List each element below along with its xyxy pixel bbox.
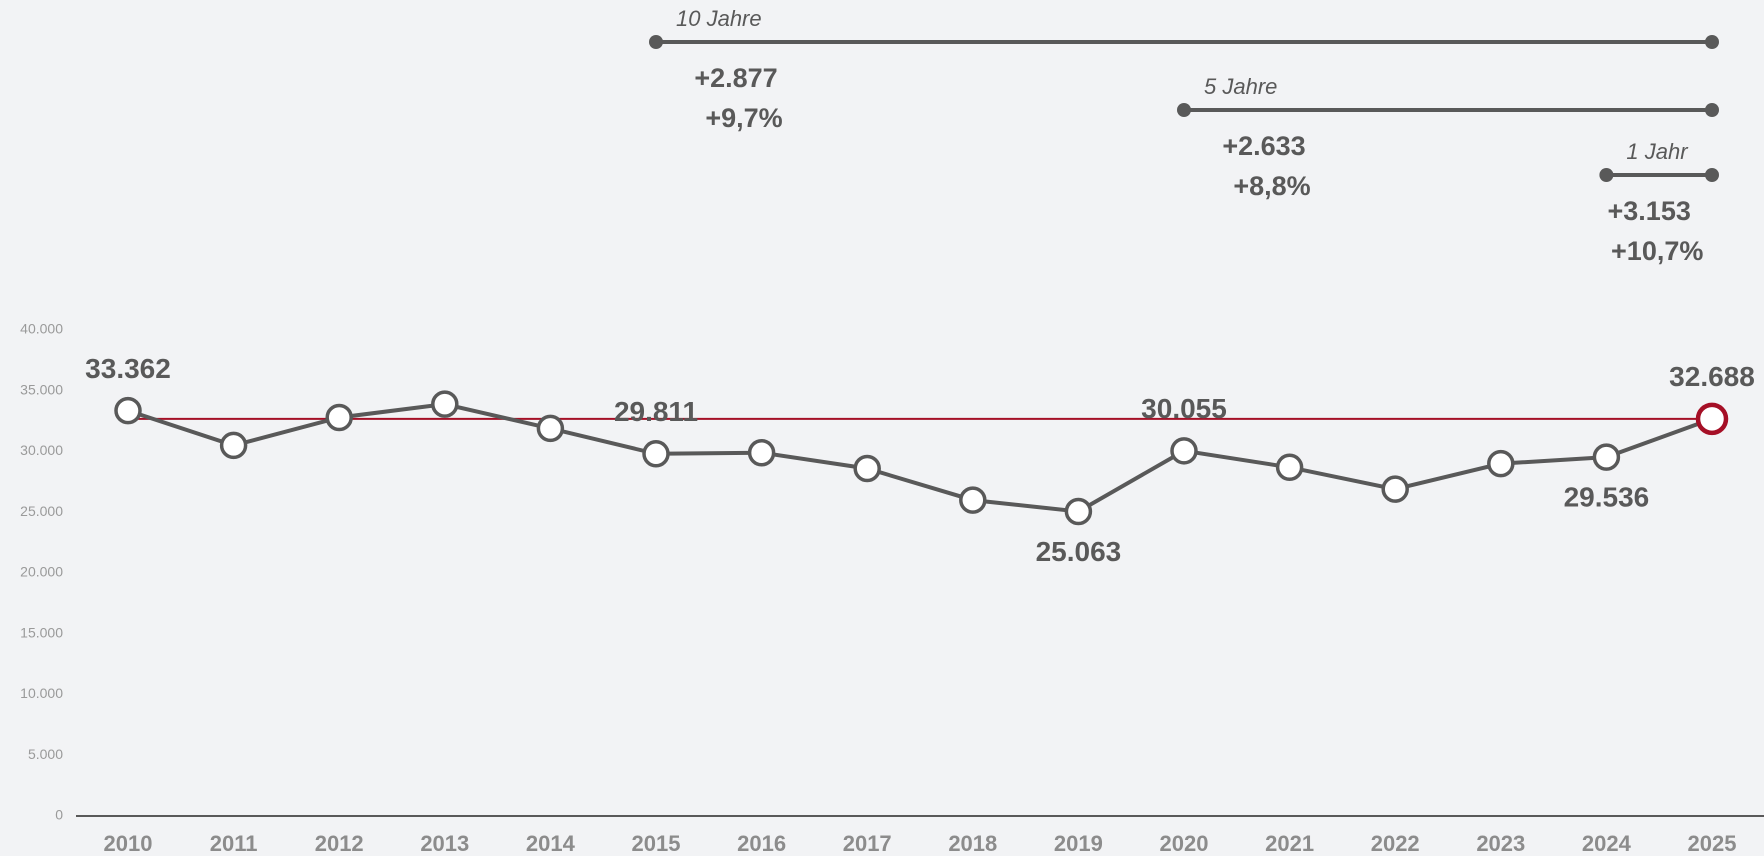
data-label: 30.055 [1141, 393, 1227, 424]
span-change: +2.633 [1222, 131, 1305, 161]
x-tick-label: 2012 [315, 831, 364, 856]
span-label: 1 Jahr [1626, 139, 1689, 164]
series-line [127, 402, 1713, 514]
y-tick-label: 30.000 [20, 442, 63, 458]
data-point [1275, 453, 1304, 482]
data-point [1381, 475, 1409, 503]
data-label: 32.688 [1669, 361, 1755, 392]
span-end [1705, 35, 1719, 49]
x-tick-label: 2018 [948, 831, 997, 856]
data-label: 29.536 [1564, 482, 1650, 513]
x-tick-label: 2017 [843, 831, 892, 856]
data-point [431, 390, 459, 418]
data-label: 29.811 [614, 396, 698, 427]
data-label: 25.063 [1036, 536, 1122, 567]
x-tick-label: 2022 [1371, 831, 1420, 856]
span-end [1177, 103, 1191, 117]
y-tick-label: 5.000 [28, 746, 63, 762]
span-label: 10 Jahre [676, 6, 762, 31]
data-point [747, 438, 776, 467]
span-end [1705, 103, 1719, 117]
data-point [642, 440, 670, 468]
span-change: +3.153 [1608, 196, 1691, 226]
x-tick-label: 2020 [1160, 831, 1209, 856]
x-tick-label: 2013 [420, 831, 469, 856]
y-tick-label: 15.000 [20, 624, 63, 640]
x-tick-label: 2014 [526, 831, 576, 856]
y-tick-label: 0 [55, 807, 63, 823]
data-point [1592, 443, 1621, 471]
x-tick-label: 2015 [632, 831, 681, 856]
span-label: 5 Jahre [1204, 74, 1277, 99]
span-end [649, 35, 663, 49]
data-point [536, 414, 565, 443]
y-tick-label: 25.000 [20, 503, 63, 519]
span-percent: +10,7% [1611, 236, 1703, 266]
data-point [1170, 437, 1198, 465]
data-point [114, 396, 142, 425]
data-point [1487, 449, 1515, 478]
span-change: +2.877 [694, 63, 777, 93]
data-point [325, 403, 353, 432]
y-tick-label: 35.000 [20, 381, 63, 397]
span-end [1705, 168, 1719, 182]
y-tick-label: 20.000 [20, 564, 63, 580]
x-tick-label: 2019 [1054, 831, 1103, 856]
x-tick-label: 2025 [1688, 831, 1737, 856]
x-tick-label: 2011 [210, 831, 258, 856]
span-percent: +8,8% [1233, 171, 1310, 201]
span-end [1599, 168, 1614, 182]
y-tick-label: 40.000 [20, 321, 63, 337]
y-tick-label: 10.000 [20, 685, 63, 701]
x-tick-label: 2024 [1582, 831, 1632, 856]
data-label: 33.362 [85, 353, 171, 384]
span-percent: +9,7% [705, 103, 782, 133]
x-tick-label: 2021 [1265, 831, 1314, 856]
x-tick-label: 2023 [1476, 831, 1525, 856]
data-point [959, 486, 987, 514]
x-tick-label: 2016 [737, 831, 786, 856]
data-point [1064, 497, 1093, 526]
data-point [219, 431, 248, 460]
data-point [1695, 402, 1729, 436]
data-point [853, 454, 881, 483]
x-tick-label: 2010 [104, 831, 153, 856]
